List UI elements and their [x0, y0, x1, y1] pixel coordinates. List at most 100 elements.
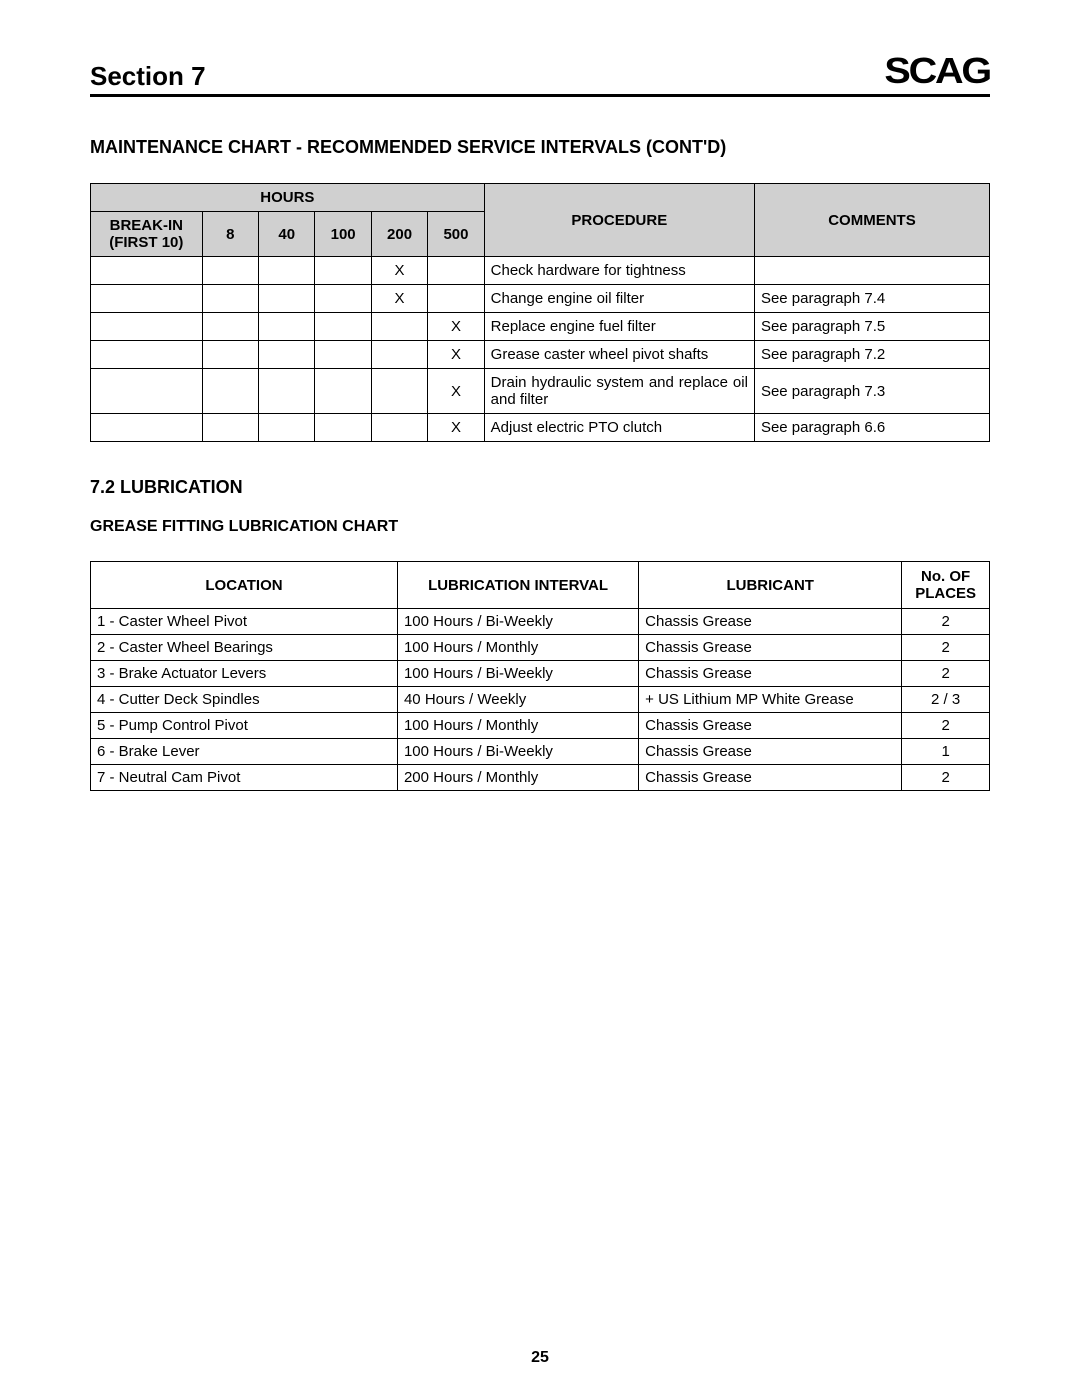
- table-cell: 100 Hours / Monthly: [397, 713, 638, 739]
- table-row: 5 - Pump Control Pivot100 Hours / Monthl…: [91, 713, 990, 739]
- table-cell: [371, 369, 427, 414]
- hour-col-40: 40: [259, 212, 315, 257]
- table-cell: See paragraph 7.2: [754, 341, 989, 369]
- lubricant-header: LUBRICANT: [639, 562, 902, 609]
- table-cell: 100 Hours / Bi-Weekly: [397, 739, 638, 765]
- table-cell: Chassis Grease: [639, 635, 902, 661]
- table-row: XDrain hydraulic system and replace oil …: [91, 369, 990, 414]
- table-cell: [91, 414, 203, 442]
- table-cell: 3 - Brake Actuator Levers: [91, 661, 398, 687]
- table-cell: 2: [902, 713, 990, 739]
- table-cell: [202, 369, 258, 414]
- table-cell: 7 - Neutral Cam Pivot: [91, 765, 398, 791]
- table-cell: 6 - Brake Lever: [91, 739, 398, 765]
- table-cell: [315, 285, 371, 313]
- table-cell: 100 Hours / Monthly: [397, 635, 638, 661]
- lubrication-table: LOCATION LUBRICATION INTERVAL LUBRICANT …: [90, 561, 990, 791]
- page-number: 25: [531, 1349, 549, 1367]
- table-cell: 200 Hours / Monthly: [397, 765, 638, 791]
- table-row: 2 - Caster Wheel Bearings100 Hours / Mon…: [91, 635, 990, 661]
- table-cell: X: [428, 369, 484, 414]
- table-cell: See paragraph 6.6: [754, 414, 989, 442]
- places-header: No. OF PLACES: [902, 562, 990, 609]
- table-cell: [428, 257, 484, 285]
- table-cell: Chassis Grease: [639, 739, 902, 765]
- table-cell: [202, 341, 258, 369]
- table-cell: 40 Hours / Weekly: [397, 687, 638, 713]
- table-cell: 1 - Caster Wheel Pivot: [91, 609, 398, 635]
- table-cell: X: [371, 285, 427, 313]
- table-cell: [91, 369, 203, 414]
- table-cell: [91, 257, 203, 285]
- table-cell: See paragraph 7.3: [754, 369, 989, 414]
- table-cell: Drain hydraulic system and replace oil a…: [484, 369, 754, 414]
- table-cell: + US Lithium MP White Grease: [639, 687, 902, 713]
- table-cell: 100 Hours / Bi-Weekly: [397, 661, 638, 687]
- table-cell: 2 - Caster Wheel Bearings: [91, 635, 398, 661]
- table-cell: [202, 257, 258, 285]
- brand-logo: SCAG: [884, 50, 990, 92]
- table-cell: Check hardware for tightness: [484, 257, 754, 285]
- table-cell: Grease caster wheel pivot shafts: [484, 341, 754, 369]
- table-row: 6 - Brake Lever100 Hours / Bi-WeeklyChas…: [91, 739, 990, 765]
- table-cell: [259, 285, 315, 313]
- table-cell: [315, 369, 371, 414]
- table-cell: [202, 285, 258, 313]
- table-cell: 2: [902, 635, 990, 661]
- location-header: LOCATION: [91, 562, 398, 609]
- lubrication-subtitle: GREASE FITTING LUBRICATION CHART: [90, 518, 990, 536]
- table-cell: Change engine oil filter: [484, 285, 754, 313]
- maintenance-chart-title: MAINTENANCE CHART - RECOMMENDED SERVICE …: [90, 137, 990, 158]
- table-cell: [259, 414, 315, 442]
- table-cell: [315, 414, 371, 442]
- table-cell: 2: [902, 661, 990, 687]
- table-row: 7 - Neutral Cam Pivot200 Hours / Monthly…: [91, 765, 990, 791]
- table-cell: [371, 341, 427, 369]
- table-row: 4 - Cutter Deck Spindles40 Hours / Weekl…: [91, 687, 990, 713]
- table-cell: [91, 285, 203, 313]
- table-cell: [202, 414, 258, 442]
- hours-header: HOURS: [91, 184, 485, 212]
- table-row: 1 - Caster Wheel Pivot100 Hours / Bi-Wee…: [91, 609, 990, 635]
- page-header: Section 7 SCAG: [90, 50, 990, 97]
- table-cell: X: [428, 313, 484, 341]
- table-cell: [259, 341, 315, 369]
- table-cell: 1: [902, 739, 990, 765]
- section-title: Section 7: [90, 61, 206, 92]
- table-cell: Chassis Grease: [639, 661, 902, 687]
- breakin-header: BREAK-IN (FIRST 10): [91, 212, 203, 257]
- table-cell: X: [428, 414, 484, 442]
- table-cell: 2: [902, 609, 990, 635]
- procedure-header: PROCEDURE: [484, 184, 754, 257]
- maintenance-table: HOURS PROCEDURE COMMENTS BREAK-IN (FIRST…: [90, 183, 990, 442]
- table-cell: [428, 285, 484, 313]
- table-cell: Chassis Grease: [639, 609, 902, 635]
- interval-header: LUBRICATION INTERVAL: [397, 562, 638, 609]
- table-row: XChange engine oil filterSee paragraph 7…: [91, 285, 990, 313]
- table-cell: 2 / 3: [902, 687, 990, 713]
- table-cell: Chassis Grease: [639, 765, 902, 791]
- table-cell: [91, 341, 203, 369]
- table-cell: [202, 313, 258, 341]
- lubrication-title: 7.2 LUBRICATION: [90, 477, 990, 498]
- table-cell: [259, 257, 315, 285]
- table-cell: [91, 313, 203, 341]
- table-cell: [371, 313, 427, 341]
- table-cell: [315, 313, 371, 341]
- table-row: XReplace engine fuel filterSee paragraph…: [91, 313, 990, 341]
- table-cell: [315, 341, 371, 369]
- table-cell: [259, 369, 315, 414]
- table-cell: [259, 313, 315, 341]
- table-cell: X: [428, 341, 484, 369]
- table-cell: 5 - Pump Control Pivot: [91, 713, 398, 739]
- table-cell: 4 - Cutter Deck Spindles: [91, 687, 398, 713]
- table-row: X Check hardware for tightness: [91, 257, 990, 285]
- table-cell: 100 Hours / Bi-Weekly: [397, 609, 638, 635]
- table-row: 3 - Brake Actuator Levers100 Hours / Bi-…: [91, 661, 990, 687]
- table-row: XGrease caster wheel pivot shaftsSee par…: [91, 341, 990, 369]
- table-cell: [754, 257, 989, 285]
- table-cell: X: [371, 257, 427, 285]
- table-row: XAdjust electric PTO clutchSee paragraph…: [91, 414, 990, 442]
- comments-header: COMMENTS: [754, 184, 989, 257]
- table-cell: [371, 414, 427, 442]
